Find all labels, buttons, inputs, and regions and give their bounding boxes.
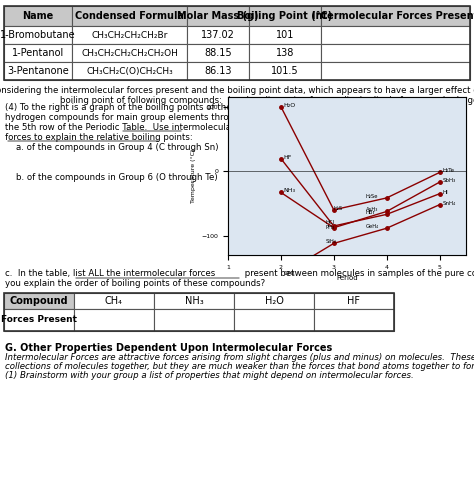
FancyBboxPatch shape	[321, 44, 470, 62]
Text: list ALL the intermolecular forces: list ALL the intermolecular forces	[73, 269, 215, 278]
Text: NH₃: NH₃	[283, 189, 295, 194]
Text: 1-Pentanol: 1-Pentanol	[12, 48, 64, 58]
FancyBboxPatch shape	[249, 6, 321, 26]
Text: the 5th row of the Periodic Table.  Use intermolecular: the 5th row of the Periodic Table. Use i…	[5, 123, 235, 132]
Text: NH₃: NH₃	[185, 296, 203, 306]
Text: H₂O: H₂O	[264, 296, 283, 306]
Text: CH₄: CH₄	[283, 271, 295, 276]
Text: Boiling Point (°C): Boiling Point (°C)	[237, 11, 333, 21]
FancyBboxPatch shape	[314, 309, 394, 331]
Text: Compound: Compound	[9, 296, 68, 306]
Text: H₂Te: H₂Te	[442, 169, 454, 174]
Text: c.  In the table,: c. In the table,	[5, 269, 73, 278]
FancyBboxPatch shape	[4, 62, 72, 80]
Text: SbH₃: SbH₃	[442, 178, 456, 183]
FancyBboxPatch shape	[187, 62, 249, 80]
FancyBboxPatch shape	[249, 62, 321, 80]
FancyBboxPatch shape	[187, 26, 249, 44]
FancyBboxPatch shape	[314, 293, 394, 309]
FancyBboxPatch shape	[228, 97, 466, 255]
Text: hydrogen compounds for main group elements through: hydrogen compounds for main group elemen…	[5, 113, 245, 122]
FancyBboxPatch shape	[72, 44, 187, 62]
FancyBboxPatch shape	[187, 6, 249, 26]
Text: you explain the order of boiling points of these compounds?: you explain the order of boiling points …	[5, 279, 265, 288]
FancyBboxPatch shape	[234, 293, 314, 309]
Text: H₂S: H₂S	[334, 206, 343, 211]
Text: HI: HI	[442, 190, 448, 195]
Text: (1) Brainstorm with your group a list of properties that might depend on intermo: (1) Brainstorm with your group a list of…	[5, 371, 414, 380]
FancyBboxPatch shape	[4, 293, 74, 309]
Text: 1-Bromobutane: 1-Bromobutane	[0, 30, 76, 40]
FancyBboxPatch shape	[74, 293, 154, 309]
FancyBboxPatch shape	[154, 293, 234, 309]
Text: GeH₄: GeH₄	[365, 224, 379, 229]
Text: Name: Name	[22, 11, 54, 21]
Text: London dispersion forces, dipole-dipole forces, or hydrogen bonding?: London dispersion forces, dipole-dipole …	[228, 96, 474, 105]
Text: PH₃: PH₃	[326, 225, 335, 230]
Text: SiH₄: SiH₄	[326, 239, 337, 244]
Text: (4) To the right is a graph of the boiling points of the: (4) To the right is a graph of the boili…	[5, 103, 232, 112]
Text: AsH₃: AsH₃	[365, 207, 378, 212]
Text: CH₄: CH₄	[105, 296, 123, 306]
Text: forces to explain the relative boiling points:: forces to explain the relative boiling p…	[5, 133, 193, 142]
Text: Condensed Formula: Condensed Formula	[75, 11, 184, 21]
Text: Intermolecular Forces Present: Intermolecular Forces Present	[312, 11, 474, 21]
FancyBboxPatch shape	[72, 6, 187, 26]
Text: 138: 138	[276, 48, 294, 58]
Text: H₂Se: H₂Se	[365, 194, 378, 199]
FancyBboxPatch shape	[154, 309, 234, 331]
FancyBboxPatch shape	[249, 26, 321, 44]
FancyBboxPatch shape	[4, 6, 72, 26]
Text: Forces Present: Forces Present	[1, 315, 77, 324]
Text: 88.15: 88.15	[204, 48, 232, 58]
Text: HCl: HCl	[326, 220, 335, 225]
Text: boiling point of following compounds:: boiling point of following compounds:	[60, 96, 225, 105]
Text: CH₃CH₂C(O)CH₂CH₃: CH₃CH₂C(O)CH₂CH₃	[86, 66, 173, 75]
Text: Molar Mass (g): Molar Mass (g)	[177, 11, 259, 21]
FancyBboxPatch shape	[321, 6, 470, 26]
Y-axis label: Temperature (°C): Temperature (°C)	[191, 149, 196, 203]
Text: 3-Pentanone: 3-Pentanone	[7, 66, 69, 76]
FancyBboxPatch shape	[74, 309, 154, 331]
Text: 86.13: 86.13	[204, 66, 232, 76]
Text: G. Other Properties Dependent Upon Intermolecular Forces: G. Other Properties Dependent Upon Inter…	[5, 343, 332, 353]
FancyBboxPatch shape	[321, 26, 470, 44]
FancyBboxPatch shape	[4, 309, 74, 331]
Text: HF: HF	[347, 296, 361, 306]
Text: present between molecules in samples of the pure compound.  Can: present between molecules in samples of …	[242, 269, 474, 278]
Text: 137.02: 137.02	[201, 30, 235, 40]
FancyBboxPatch shape	[321, 62, 470, 80]
FancyBboxPatch shape	[234, 309, 314, 331]
Text: HF: HF	[283, 154, 292, 159]
Text: SnH₄: SnH₄	[442, 201, 456, 206]
Text: H₂O: H₂O	[283, 103, 296, 108]
FancyBboxPatch shape	[4, 26, 72, 44]
FancyBboxPatch shape	[72, 26, 187, 44]
FancyBboxPatch shape	[249, 44, 321, 62]
Text: b. of the compounds in Group 6 (O through Te): b. of the compounds in Group 6 (O throug…	[5, 173, 218, 182]
Text: Considering the intermolecular forces present and the boiling point data, which : Considering the intermolecular forces pr…	[0, 86, 474, 95]
Text: 101.5: 101.5	[271, 66, 299, 76]
Text: a. of the compounds in Group 4 (C through Sn): a. of the compounds in Group 4 (C throug…	[5, 143, 219, 152]
Text: collections of molecules together, but they are much weaker than the forces that: collections of molecules together, but t…	[5, 362, 474, 371]
Text: CH₃CH₂CH₂CH₂Br: CH₃CH₂CH₂CH₂Br	[91, 31, 168, 40]
Text: 101: 101	[276, 30, 294, 40]
FancyBboxPatch shape	[187, 44, 249, 62]
Text: HBr: HBr	[365, 210, 375, 215]
X-axis label: Period: Period	[336, 275, 358, 281]
FancyBboxPatch shape	[72, 62, 187, 80]
FancyBboxPatch shape	[4, 44, 72, 62]
Text: Intermolecular Forces are attractive forces arising from slight charges (plus an: Intermolecular Forces are attractive for…	[5, 353, 474, 362]
Text: CH₃CH₂CH₂CH₂CH₂OH: CH₃CH₂CH₂CH₂CH₂OH	[81, 48, 178, 57]
